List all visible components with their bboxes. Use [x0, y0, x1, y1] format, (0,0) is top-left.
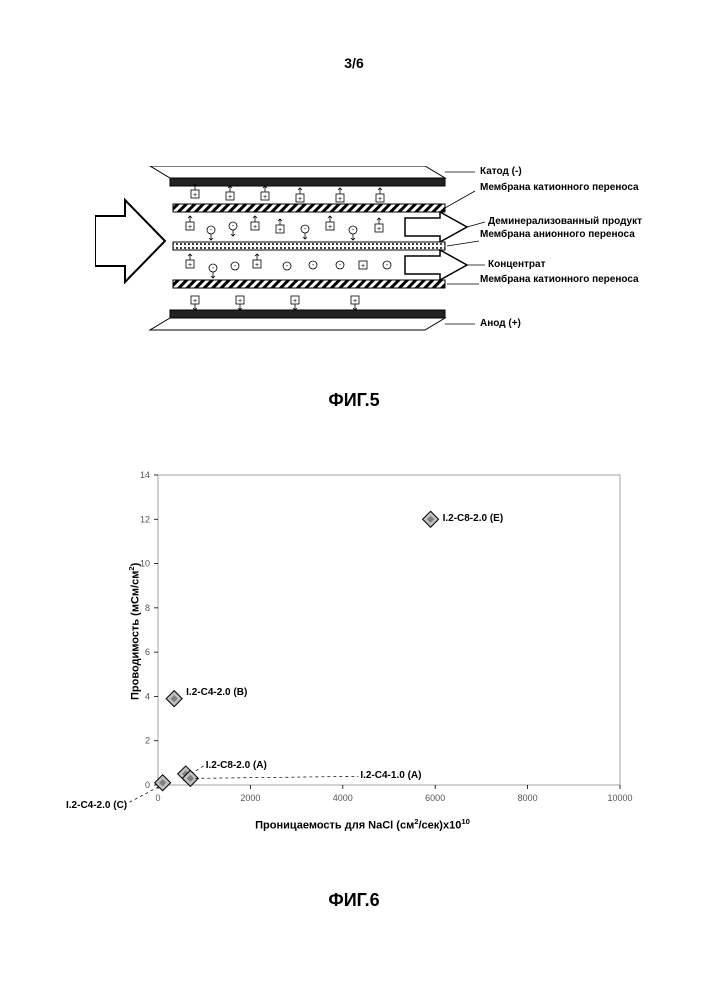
point-label: I.2-C8-2.0 (E) [443, 513, 504, 524]
point-label: I.2-C4-2.0 (B) [186, 687, 247, 698]
cation-membrane-label-bottom: Мембрана катионного переноса [480, 274, 639, 285]
svg-text:0: 0 [155, 793, 160, 803]
page-number: 3/6 [0, 55, 708, 71]
svg-text:8000: 8000 [518, 793, 538, 803]
anode-label: Анод (+) [480, 318, 521, 329]
concentrate-label: Концентрат [488, 259, 545, 270]
svg-text:6000: 6000 [425, 793, 445, 803]
figure-5: + + + + + + + - - + + - + - + [95, 166, 615, 336]
point-label-c: I.2-C4-2.0 (C) [66, 800, 127, 811]
cation-membrane-label-top: Мембрана катионного переноса [480, 182, 639, 193]
scatter-chart: 024681012140200040006000800010000 [90, 465, 635, 860]
svg-text:6: 6 [145, 647, 150, 657]
figure-6-title: ФИГ.6 [0, 890, 708, 911]
svg-text:8: 8 [145, 603, 150, 613]
demineralized-label: Деминерализованный продукт [488, 216, 642, 227]
svg-text:4: 4 [145, 691, 150, 701]
figure-5-title: ФИГ.5 [0, 390, 708, 411]
svg-text:2: 2 [145, 736, 150, 746]
svg-text:12: 12 [140, 514, 150, 524]
y-axis-label: Проводимость (мСм/см2) [127, 563, 142, 700]
point-label: I.2-C8-2.0 (A) [206, 760, 267, 771]
svg-text:10000: 10000 [607, 793, 632, 803]
svg-text:0: 0 [145, 780, 150, 790]
x-axis-label: Проницаемость для NaCl (см2/сек)x1010 [90, 817, 635, 832]
point-label: I.2-C4-1.0 (A) [360, 770, 421, 781]
svg-text:4000: 4000 [333, 793, 353, 803]
figure-6: 024681012140200040006000800010000 Провод… [90, 465, 635, 860]
svg-text:2000: 2000 [240, 793, 260, 803]
cathode-label: Катод (-) [480, 166, 522, 177]
svg-text:14: 14 [140, 470, 150, 480]
anion-membrane-label: Мембрана анионного переноса [480, 229, 635, 240]
